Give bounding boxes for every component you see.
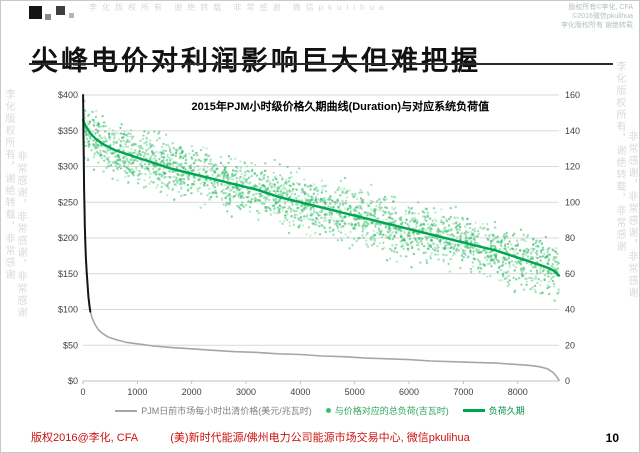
chart-title: 2015年PJM小时级价格久期曲线(Duration)与对应系统负荷值 bbox=[191, 101, 490, 113]
legend-item-price: PJM日前市场每小时出清价格(美元/兆瓦时) bbox=[115, 404, 312, 417]
svg-text:$350: $350 bbox=[58, 126, 78, 136]
svg-text:100: 100 bbox=[565, 197, 580, 207]
svg-text:0: 0 bbox=[80, 387, 85, 397]
svg-text:160: 160 bbox=[565, 90, 580, 100]
load-duration-line-swatch bbox=[462, 409, 485, 412]
watermark-top-line: 李化版权所有 谢绝转载 非常感谢 微信pkulihua bbox=[89, 3, 389, 12]
svg-text:$300: $300 bbox=[58, 162, 78, 172]
watermark-left-column-2: 非常感谢，非常感谢，非常感谢 bbox=[15, 151, 26, 319]
watermark-top-right-line-1: 版权所有©李化, CFA bbox=[568, 4, 633, 11]
svg-text:$50: $50 bbox=[63, 340, 78, 350]
watermark-right-column-2: 非常感谢，非常感谢，非常感谢 bbox=[626, 131, 637, 299]
svg-text:$200: $200 bbox=[58, 233, 78, 243]
watermark-top-right: 版权所有©李化, CFA ©2016微信pkulihua 李化版权所有 谢绝转载 bbox=[561, 3, 633, 30]
svg-text:40: 40 bbox=[565, 305, 575, 315]
svg-text:1000: 1000 bbox=[127, 387, 147, 397]
svg-text:80: 80 bbox=[565, 233, 575, 243]
svg-text:$400: $400 bbox=[58, 90, 78, 100]
decor-square-medium bbox=[56, 6, 65, 15]
svg-text:5000: 5000 bbox=[345, 387, 365, 397]
legend-label-load-duration: 负荷久期 bbox=[488, 406, 525, 416]
price-line-swatch bbox=[115, 409, 138, 412]
copyright-left: 版权2016@李化, CFA bbox=[31, 432, 139, 444]
page-title: 尖峰电价对利润影响巨大但难把握 bbox=[31, 46, 481, 77]
svg-text:60: 60 bbox=[565, 269, 575, 279]
svg-text:$0: $0 bbox=[68, 376, 78, 386]
legend-label-price: PJM日前市场每小时出清价格(美元/兆瓦时) bbox=[141, 406, 312, 416]
svg-text:120: 120 bbox=[565, 162, 580, 172]
svg-text:4000: 4000 bbox=[290, 387, 310, 397]
title-underline bbox=[29, 63, 613, 65]
price-load-chart: $0 $50 $100 $150 $200 $250 $300 $350 $400 0 20 40 60… bbox=[35, 85, 611, 409]
svg-text:$250: $250 bbox=[58, 197, 78, 207]
load-scatter-dot-swatch bbox=[325, 408, 331, 413]
svg-text:6000: 6000 bbox=[399, 387, 419, 397]
watermark-left-column-1: 李化版权所有，谢绝转载，非常感谢 bbox=[3, 89, 14, 281]
decor-square-tiny bbox=[69, 13, 74, 18]
svg-text:3000: 3000 bbox=[236, 387, 256, 397]
watermark-top-right-line-3: 李化版权所有 谢绝转载 bbox=[561, 22, 633, 29]
legend-item-load-duration: 负荷久期 bbox=[462, 404, 525, 417]
svg-text:2000: 2000 bbox=[182, 387, 202, 397]
decor-square-large bbox=[29, 6, 42, 19]
watermark-right-column-1: 李化版权所有，谢绝转载，非常感谢 bbox=[614, 61, 625, 253]
svg-text:8000: 8000 bbox=[508, 387, 528, 397]
page-number: 10 bbox=[605, 431, 619, 445]
price-load-chart-svg: $0 $50 $100 $150 $200 $250 $300 $350 $400 0 20 40 60… bbox=[58, 90, 580, 397]
svg-text:$150: $150 bbox=[58, 269, 78, 279]
copyright-center: (美)新时代能源/佛州电力公司能源市场交易中心, 微信pkulihua bbox=[170, 432, 470, 444]
legend-item-load-scatter: 与价格对应的总负荷(吉瓦时) bbox=[325, 404, 449, 417]
watermark-top-right-line-2: ©2016微信pkulihua bbox=[572, 13, 633, 20]
legend-label-load-scatter: 与价格对应的总负荷(吉瓦时) bbox=[334, 406, 449, 416]
svg-text:7000: 7000 bbox=[453, 387, 473, 397]
svg-text:0: 0 bbox=[565, 376, 570, 386]
chart-legend: PJM日前市场每小时出清价格(美元/兆瓦时) 与价格对应的总负荷(吉瓦时) 负荷… bbox=[1, 404, 639, 417]
svg-text:140: 140 bbox=[565, 126, 580, 136]
decor-square-small bbox=[45, 14, 51, 20]
svg-text:20: 20 bbox=[565, 340, 575, 350]
svg-text:$100: $100 bbox=[58, 305, 78, 315]
